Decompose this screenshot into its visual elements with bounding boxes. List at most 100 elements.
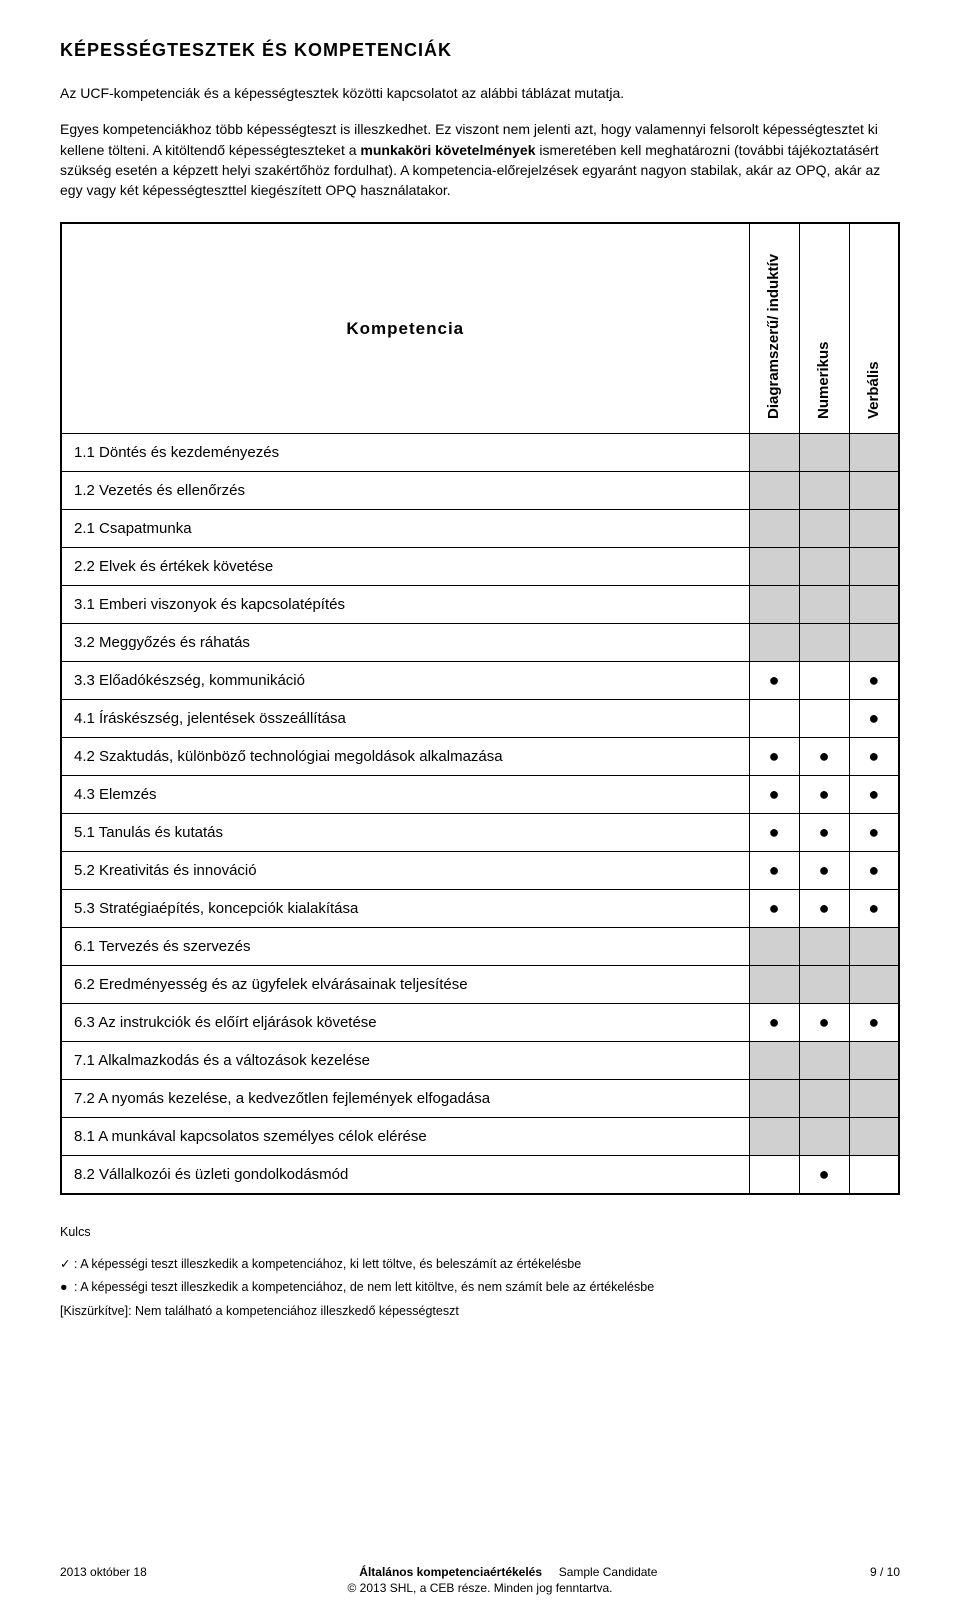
table-row: 5.1 Tanulás és kutatás●●● <box>61 813 899 851</box>
table-row: 5.3 Stratégiaépítés, koncepciók kialakít… <box>61 889 899 927</box>
mark-cell <box>849 965 899 1003</box>
mark-cell <box>799 623 849 661</box>
mark-cell <box>849 509 899 547</box>
mark-cell <box>749 509 799 547</box>
mark-cell <box>849 547 899 585</box>
competency-label: 6.3 Az instrukciók és előírt eljárások k… <box>61 1003 749 1041</box>
table-row: 3.3 Előadókészség, kommunikáció●● <box>61 661 899 699</box>
mark-cell <box>749 927 799 965</box>
mark-cell: ● <box>849 889 899 927</box>
competency-label: 6.2 Eredményesség és az ügyfelek elvárás… <box>61 965 749 1003</box>
competency-label: 3.3 Előadókészség, kommunikáció <box>61 661 749 699</box>
footer-copyright: © 2013 SHL, a CEB része. Minden jog fenn… <box>60 1581 900 1595</box>
mark-cell <box>849 433 899 471</box>
mark-cell: ● <box>799 851 849 889</box>
mark-cell <box>799 1079 849 1117</box>
competency-matrix-table: Kompetencia Diagramszerű/ induktív Numer… <box>60 222 900 1195</box>
mark-cell: ● <box>849 661 899 699</box>
mark-cell: ● <box>749 775 799 813</box>
mark-cell <box>749 1117 799 1155</box>
col-header-numeric: Numerikus <box>799 223 849 433</box>
mark-cell <box>799 585 849 623</box>
table-row: 1.1 Döntés és kezdeményezés <box>61 433 899 471</box>
mark-cell <box>749 965 799 1003</box>
mark-cell: ● <box>799 889 849 927</box>
competency-label: 5.1 Tanulás és kutatás <box>61 813 749 851</box>
mark-cell: ● <box>799 1003 849 1041</box>
mark-cell <box>799 1117 849 1155</box>
mark-cell <box>849 1079 899 1117</box>
footer-date: 2013 október 18 <box>60 1565 147 1579</box>
mark-cell <box>749 433 799 471</box>
mark-cell <box>849 927 899 965</box>
mark-cell <box>749 471 799 509</box>
mark-cell <box>749 1041 799 1079</box>
col-header-verbal: Verbális <box>849 223 899 433</box>
mark-cell <box>849 1041 899 1079</box>
mark-cell: ● <box>849 737 899 775</box>
para2-bold: munkaköri követelmények <box>360 142 535 158</box>
table-row: 2.2 Elvek és értékek követése <box>61 547 899 585</box>
competency-label: 4.2 Szaktudás, különböző technológiai me… <box>61 737 749 775</box>
mark-cell <box>749 623 799 661</box>
col-header-competency: Kompetencia <box>61 223 749 433</box>
table-row: 6.1 Tervezés és szervezés <box>61 927 899 965</box>
competency-label: 2.2 Elvek és értékek követése <box>61 547 749 585</box>
intro-paragraph-2: Egyes kompetenciákhoz több képességteszt… <box>60 119 900 200</box>
table-row: 4.3 Elemzés●●● <box>61 775 899 813</box>
table-row: 5.2 Kreativitás és innováció●●● <box>61 851 899 889</box>
mark-cell: ● <box>799 775 849 813</box>
mark-cell: ● <box>749 1003 799 1041</box>
competency-label: 5.3 Stratégiaépítés, koncepciók kialakít… <box>61 889 749 927</box>
table-row: 4.2 Szaktudás, különböző technológiai me… <box>61 737 899 775</box>
footer-page: 9 / 10 <box>870 1565 900 1579</box>
mark-cell <box>799 661 849 699</box>
mark-cell <box>749 585 799 623</box>
mark-cell <box>849 585 899 623</box>
mark-cell: ● <box>849 1003 899 1041</box>
mark-cell <box>849 623 899 661</box>
table-row: 4.1 Íráskészség, jelentések összeállítás… <box>61 699 899 737</box>
mark-cell <box>849 1155 899 1194</box>
mark-cell <box>799 927 849 965</box>
table-row: 7.1 Alkalmazkodás és a változások kezelé… <box>61 1041 899 1079</box>
intro-paragraph-1: Az UCF-kompetenciák és a képességtesztek… <box>60 83 900 103</box>
competency-label: 1.2 Vezetés és ellenőrzés <box>61 471 749 509</box>
table-row: 1.2 Vezetés és ellenőrzés <box>61 471 899 509</box>
competency-label: 1.1 Döntés és kezdeményezés <box>61 433 749 471</box>
page-footer: 2013 október 18 Általános kompetenciaért… <box>60 1565 900 1595</box>
mark-cell <box>799 699 849 737</box>
table-row: 7.2 A nyomás kezelése, a kedvezőtlen fej… <box>61 1079 899 1117</box>
competency-label: 8.1 A munkával kapcsolatos személyes cél… <box>61 1117 749 1155</box>
competency-label: 7.1 Alkalmazkodás és a változások kezelé… <box>61 1041 749 1079</box>
mark-cell <box>799 471 849 509</box>
mark-cell: ● <box>849 851 899 889</box>
table-row: 8.2 Vállalkozói és üzleti gondolkodásmód… <box>61 1155 899 1194</box>
table-row: 2.1 Csapatmunka <box>61 509 899 547</box>
competency-label: 7.2 A nyomás kezelése, a kedvezőtlen fej… <box>61 1079 749 1117</box>
footer-center-b: Sample Candidate <box>559 1565 658 1579</box>
mark-cell: ● <box>849 813 899 851</box>
mark-cell: ● <box>749 889 799 927</box>
mark-cell <box>799 547 849 585</box>
mark-cell: ● <box>849 699 899 737</box>
mark-cell: ● <box>799 813 849 851</box>
mark-cell <box>799 433 849 471</box>
competency-label: 5.2 Kreativitás és innováció <box>61 851 749 889</box>
legend-item: ✓: A képességi teszt illeszkedik a kompe… <box>60 1253 900 1277</box>
mark-cell <box>799 965 849 1003</box>
legend-title: Kulcs <box>60 1221 900 1245</box>
page-title: KÉPESSÉGTESZTEK ÉS KOMPETENCIÁK <box>60 40 900 61</box>
competency-label: 4.1 Íráskészség, jelentések összeállítás… <box>61 699 749 737</box>
mark-cell <box>749 547 799 585</box>
table-row: 8.1 A munkával kapcsolatos személyes cél… <box>61 1117 899 1155</box>
competency-label: 2.1 Csapatmunka <box>61 509 749 547</box>
table-row: 6.2 Eredményesség és az ügyfelek elvárás… <box>61 965 899 1003</box>
competency-label: 4.3 Elemzés <box>61 775 749 813</box>
mark-cell <box>799 1041 849 1079</box>
table-row: 3.2 Meggyőzés és ráhatás <box>61 623 899 661</box>
col-header-diagrammatic: Diagramszerű/ induktív <box>749 223 799 433</box>
competency-label: 6.1 Tervezés és szervezés <box>61 927 749 965</box>
competency-label: 8.2 Vállalkozói és üzleti gondolkodásmód <box>61 1155 749 1194</box>
mark-cell: ● <box>749 851 799 889</box>
